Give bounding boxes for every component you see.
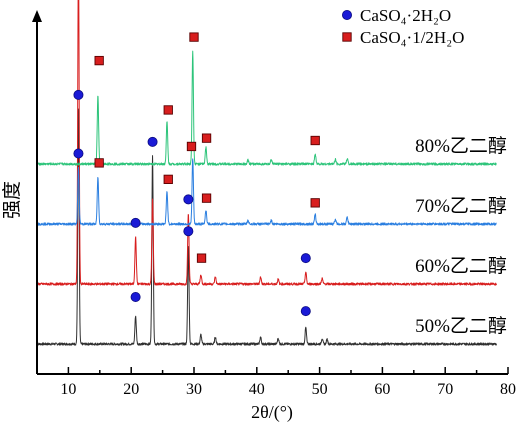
dihydrate-marker	[147, 136, 158, 147]
dihydrate-marker	[73, 148, 84, 159]
x-tick-label: 30	[186, 381, 202, 398]
series-line-3	[36, 158, 497, 226]
hemihydrate-marker	[201, 193, 212, 203]
dihydrate-marker	[73, 89, 84, 100]
legend-dihydrate-icon	[341, 9, 352, 20]
series-label-2: 60%乙二醇	[415, 255, 507, 277]
legend: CaSO₄·2H₂O CaSO₄·1/2H₂O	[341, 6, 464, 47]
x-tick-label: 10	[60, 381, 76, 398]
hemihydrate-marker	[186, 141, 197, 152]
x-tick-label: 20	[123, 381, 139, 398]
x-axis-label: 2θ/(°)	[251, 402, 293, 423]
series-label-4: 80%乙二醇	[415, 135, 507, 157]
x-tick-label: 40	[249, 381, 265, 398]
x-tick-label: 60	[374, 381, 390, 398]
x-tick-label: 80	[500, 381, 516, 398]
legend-label: CaSO₄·2H₂O	[360, 6, 451, 25]
hemihydrate-marker	[94, 158, 104, 168]
series-line-1	[36, 108, 497, 346]
hemihydrate-marker	[163, 105, 173, 115]
x-tick-label: 50	[312, 381, 328, 398]
hemihydrate-marker	[201, 133, 212, 143]
y-axis-label: 强度	[1, 181, 23, 219]
dihydrate-marker	[300, 306, 311, 317]
series-layer: 50%乙二醇 60%乙二醇 70%乙二醇 80%乙二醇	[36, 0, 507, 346]
dihydrate-marker	[130, 217, 141, 228]
legend-hemihydrate-icon	[342, 32, 352, 42]
hemihydrate-marker	[310, 135, 320, 146]
series-label-3: 70%乙二醇	[415, 195, 507, 217]
dihydrate-marker	[183, 194, 194, 205]
dihydrate-marker	[300, 253, 311, 264]
hemihydrate-marker	[163, 174, 173, 184]
hemihydrate-marker	[196, 253, 207, 263]
x-tick-label: 70	[437, 381, 453, 398]
series-line-2	[36, 0, 497, 286]
dihydrate-marker	[130, 291, 141, 302]
hemihydrate-marker	[94, 55, 104, 66]
hemihydrate-marker	[310, 198, 320, 208]
y-axis-arrow	[32, 10, 42, 22]
axes-layer: 10 20 30 40 50 60 70 80	[32, 10, 516, 398]
dihydrate-marker	[183, 226, 194, 237]
series-line-4	[36, 50, 497, 166]
series-label-1: 50%乙二醇	[415, 315, 507, 337]
hemihydrate-marker	[189, 32, 199, 42]
marker-layer	[73, 32, 320, 317]
legend-label: CaSO₄·1/2H₂O	[360, 28, 464, 47]
